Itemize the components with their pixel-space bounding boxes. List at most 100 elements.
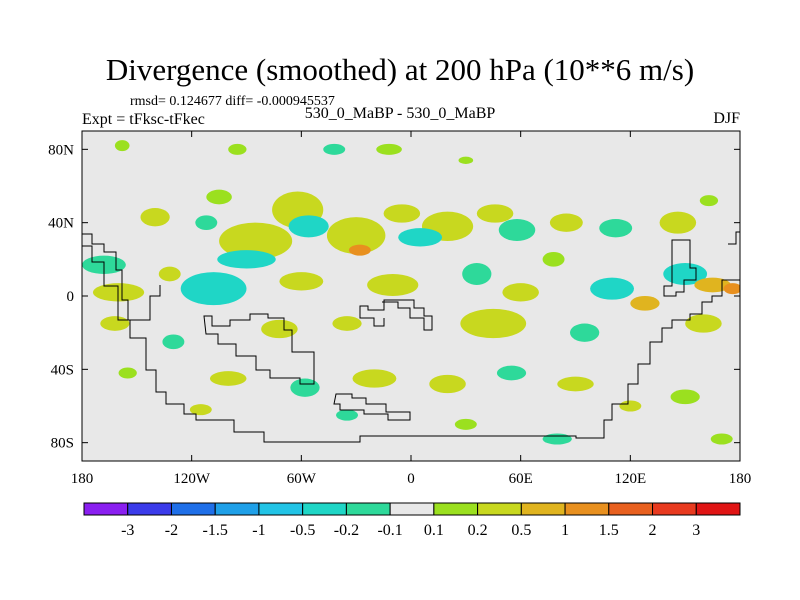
colorbar-label-6: -0.1 — [377, 522, 402, 539]
divergence-blob-14 — [383, 204, 421, 223]
colorbar-swatch-0 — [83, 502, 129, 516]
coastline-australia — [663, 239, 697, 297]
x-tick-label-2: 60W — [287, 471, 317, 487]
rmsd-diff-stats: rmsd= 0.124677 diff= -0.000945537 — [130, 94, 335, 109]
colorbar-swatch-6 — [345, 502, 391, 516]
colorbar-swatch-8 — [433, 502, 479, 516]
divergence-blob-51 — [619, 400, 642, 412]
colorbar-swatch-4 — [258, 502, 304, 516]
divergence-blob-10 — [219, 222, 293, 260]
y-tick-label-2: 0 — [67, 289, 75, 305]
colorbar-swatch-13 — [652, 502, 697, 516]
divergence-blob-24 — [92, 283, 145, 302]
x-tick-label-5: 120E — [614, 471, 646, 487]
season-label: DJF — [713, 110, 740, 127]
colorbar-swatch-9 — [477, 502, 522, 516]
colorbar-label-4: -0.5 — [290, 522, 315, 539]
divergence-blob-50 — [557, 376, 594, 392]
divergence-blob-8 — [140, 208, 170, 227]
divergence-blob-30 — [502, 283, 539, 302]
chart-title: Divergence (smoothed) at 200 hPa (10**6 … — [105, 52, 695, 87]
divergence-blob-20 — [599, 219, 633, 238]
colorbar-label-7: 0.1 — [424, 522, 444, 539]
divergence-blob-44 — [118, 367, 137, 379]
y-tick-label-0: 80N — [48, 142, 74, 158]
colorbar-label-0: -3 — [121, 522, 134, 539]
colorbar-label-3: -1 — [252, 522, 265, 539]
divergence-blob-12 — [326, 217, 386, 254]
divergence-blob-46 — [290, 378, 320, 397]
colorbar-swatch-14 — [695, 502, 741, 516]
divergence-blob-40 — [332, 316, 362, 331]
divergence-blob-41 — [460, 308, 527, 339]
divergence-blob-39 — [261, 319, 298, 339]
divergence-blob-53 — [189, 404, 212, 416]
divergence-blob-36 — [723, 283, 740, 295]
divergence-blob-0 — [114, 140, 130, 152]
colorbar-label-11: 1.5 — [599, 522, 619, 539]
divergence-field-layer — [82, 140, 740, 445]
divergence-blob-17 — [476, 204, 514, 223]
colorbar-label-1: -2 — [165, 522, 178, 539]
colorbar-label-9: 0.5 — [511, 522, 531, 539]
coastline-africa — [359, 299, 433, 331]
y-tick-label-1: 40N — [48, 216, 74, 232]
divergence-blob-13 — [348, 244, 371, 256]
divergence-blob-3 — [376, 143, 402, 155]
coastline-south-america — [203, 313, 315, 385]
divergence-blob-32 — [590, 277, 634, 300]
x-tick-label-6: 180 — [729, 471, 752, 487]
colorbar-label-5: -0.2 — [334, 522, 359, 539]
colorbar-swatch-3 — [214, 502, 260, 516]
coastline-antarctica — [82, 245, 740, 443]
colorbar-label-12: 2 — [649, 522, 657, 539]
experiment-label: Expt = tFksc-tFkec — [82, 111, 205, 128]
coastline-north-america — [82, 233, 161, 321]
divergence-blob-57 — [710, 433, 733, 445]
coastline-layer — [82, 231, 740, 443]
divergence-blob-54 — [336, 409, 358, 421]
colorbar-swatch-11 — [564, 502, 610, 516]
divergence-blob-33 — [630, 296, 660, 311]
divergence-blob-37 — [100, 316, 130, 331]
divergence-blob-9 — [195, 215, 218, 231]
divergence-blob-43 — [685, 314, 722, 333]
x-axis: 180 120W 60W 0 60E 120E 180 — [71, 131, 752, 487]
divergence-blob-48 — [429, 374, 466, 394]
divergence-blob-56 — [542, 433, 572, 445]
divergence-blob-52 — [670, 389, 700, 405]
divergence-blob-19 — [549, 213, 583, 232]
divergence-blob-31 — [542, 252, 565, 267]
x-tick-label-3: 0 — [407, 471, 415, 487]
divergence-blob-21 — [659, 211, 697, 234]
colorbar-label-13: 3 — [692, 522, 700, 539]
divergence-blob-7 — [288, 215, 329, 238]
divergence-blob-16 — [398, 228, 443, 247]
divergence-blob-4 — [458, 156, 474, 164]
y-tick-label-3: 40S — [51, 362, 74, 378]
divergence-blob-27 — [279, 272, 324, 291]
divergence-blob-25 — [158, 266, 181, 282]
y-tick-label-4: 80S — [51, 436, 74, 452]
divergence-blob-47 — [352, 369, 397, 388]
divergence-blob-11 — [217, 250, 276, 269]
colorbar-swatch-5 — [302, 502, 347, 516]
x-tick-label-4: 60E — [509, 471, 533, 487]
colorbar-swatch-7 — [389, 502, 435, 516]
divergence-blob-2 — [323, 143, 346, 155]
divergence-blob-18 — [498, 219, 536, 241]
plot-background — [82, 131, 740, 461]
colorbar: -3 -2 -1.5 -1 -0.5 -0.2 -0.1 0.1 0.2 0.5 1 1.5 2 3 — [83, 502, 741, 539]
colorbar-swatch-10 — [520, 502, 566, 516]
colorbar-swatch-12 — [608, 502, 654, 516]
divergence-blob-38 — [162, 334, 185, 350]
x-tick-label-1: 120W — [173, 471, 211, 487]
colorbar-label-8: 0.2 — [468, 522, 488, 539]
colorbar-label-10: 1 — [561, 522, 569, 539]
divergence-blob-1 — [228, 143, 247, 155]
divergence-blob-45 — [209, 371, 247, 386]
divergence-blob-55 — [454, 418, 477, 430]
y-axis: 80N 40N 0 40S 80S — [48, 142, 740, 452]
divergence-blob-26 — [180, 272, 247, 306]
